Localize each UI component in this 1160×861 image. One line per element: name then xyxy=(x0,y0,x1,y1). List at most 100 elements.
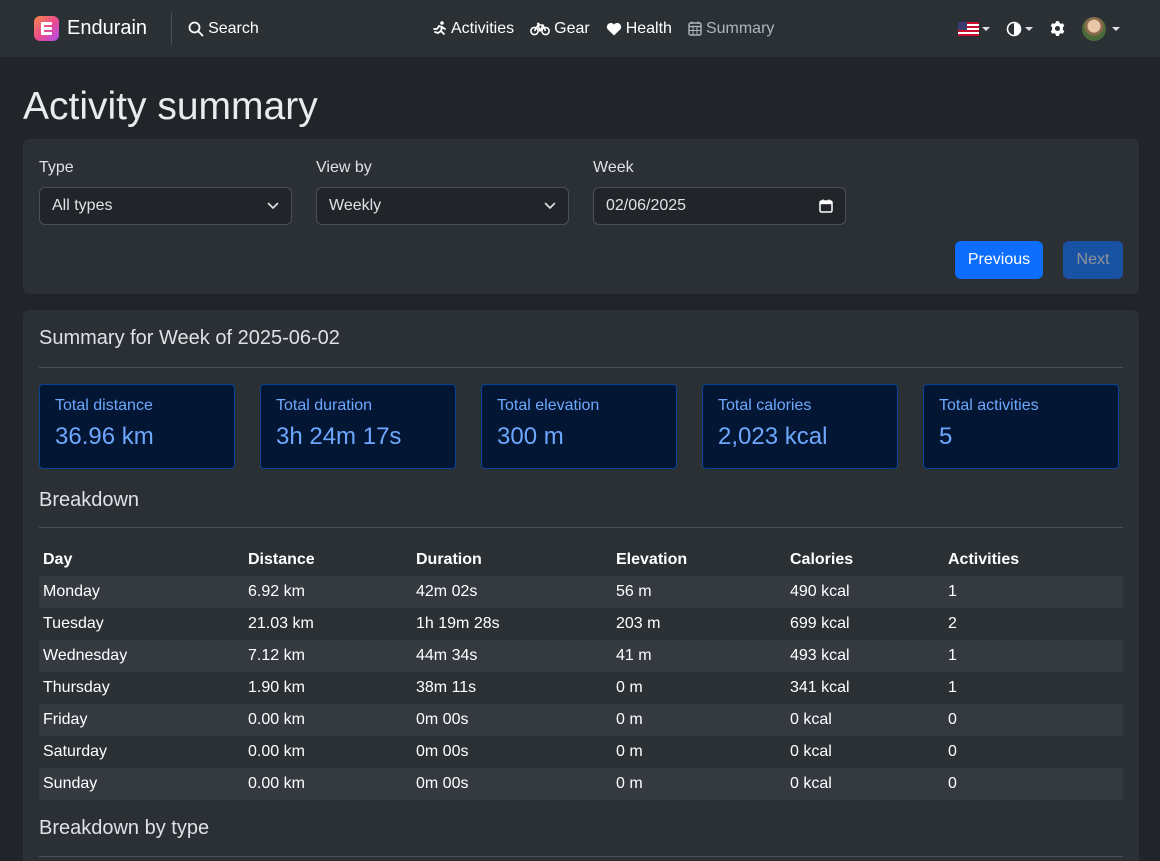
theme-dropdown[interactable] xyxy=(1006,21,1033,37)
nav-health-label: Health xyxy=(626,20,672,38)
week-field: Week 02/06/2025 xyxy=(593,159,846,225)
next-button[interactable]: Next xyxy=(1063,241,1123,279)
table-row: Sunday 0.00 km 0m 00s 0 m 0 kcal 0 xyxy=(39,768,1123,800)
table-cell: 0.00 km xyxy=(244,704,412,736)
calendar-icon xyxy=(688,21,702,36)
type-label: Type xyxy=(39,159,292,177)
table-cell: 341 kcal xyxy=(786,672,944,704)
nav-gear-label: Gear xyxy=(554,20,590,38)
table-cell: 41 m xyxy=(612,640,786,672)
card-value: 3h 24m 17s xyxy=(276,423,440,451)
view-by-select-value: Weekly xyxy=(329,197,381,215)
breakdown-title: Breakdown xyxy=(39,488,1123,512)
table-cell: 0.00 km xyxy=(244,736,412,768)
total-distance-card: Total distance 36.96 km xyxy=(39,384,235,469)
table-cell: 6.92 km xyxy=(244,576,412,608)
total-calories-card: Total calories 2,023 kcal xyxy=(702,384,898,469)
nav-activities[interactable]: Activities xyxy=(433,20,514,38)
table-cell: 56 m xyxy=(612,576,786,608)
calendar-icon[interactable] xyxy=(819,199,833,213)
column-header: Distance xyxy=(244,544,412,576)
table-cell: 0 m xyxy=(612,768,786,800)
gear-icon xyxy=(1049,20,1066,37)
summary-cards: Total distance 36.96 km Total duration 3… xyxy=(39,384,1123,469)
table-row: Friday 0.00 km 0m 00s 0 m 0 kcal 0 xyxy=(39,704,1123,736)
table-cell: 44m 34s xyxy=(412,640,612,672)
total-elevation-card: Total elevation 300 m xyxy=(481,384,677,469)
week-label: Week xyxy=(593,159,846,177)
card-value: 2,023 kcal xyxy=(718,423,882,451)
total-activities-card: Total activities 5 xyxy=(923,384,1119,469)
chevron-down-icon xyxy=(267,202,279,210)
table-row: Monday 6.92 km 42m 02s 56 m 490 kcal 1 xyxy=(39,576,1123,608)
table-cell: 21.03 km xyxy=(244,608,412,640)
chevron-down-icon xyxy=(1112,27,1120,31)
chevron-down-icon xyxy=(982,27,990,31)
nav-activities-label: Activities xyxy=(451,20,514,38)
column-header: Day xyxy=(39,544,244,576)
nav-summary[interactable]: Summary xyxy=(688,20,774,38)
card-label: Total elevation xyxy=(497,397,661,415)
search-link[interactable]: Search xyxy=(188,20,259,38)
table-cell: Tuesday xyxy=(39,608,244,640)
table-cell: Monday xyxy=(39,576,244,608)
chevron-down-icon xyxy=(544,202,556,210)
table-cell: Sunday xyxy=(39,768,244,800)
view-by-select[interactable]: Weekly xyxy=(316,187,569,225)
previous-button[interactable]: Previous xyxy=(955,241,1043,279)
nav-gear[interactable]: Gear xyxy=(530,20,590,38)
column-header: Activities xyxy=(944,544,1123,576)
view-by-label: View by xyxy=(316,159,569,177)
table-cell: 0 kcal xyxy=(786,704,944,736)
summary-divider xyxy=(39,367,1123,368)
view-by-field: View by Weekly xyxy=(316,159,569,225)
table-row: Saturday 0.00 km 0m 00s 0 m 0 kcal 0 xyxy=(39,736,1123,768)
filters-panel: Type All types View by Weekly Week 02/06… xyxy=(23,139,1139,294)
table-cell: 0m 00s xyxy=(412,736,612,768)
type-field: Type All types xyxy=(39,159,292,225)
table-cell: 1.90 km xyxy=(244,672,412,704)
table-cell: 699 kcal xyxy=(786,608,944,640)
user-menu[interactable] xyxy=(1082,17,1120,41)
table-cell: Wednesday xyxy=(39,640,244,672)
table-cell: 1h 19m 28s xyxy=(412,608,612,640)
heart-icon xyxy=(606,22,622,36)
breakdown-by-type-divider xyxy=(39,856,1123,857)
type-select[interactable]: All types xyxy=(39,187,292,225)
table-cell: 1 xyxy=(944,672,1123,704)
column-header: Duration xyxy=(412,544,612,576)
nav-health[interactable]: Health xyxy=(606,20,672,38)
table-cell: 0 xyxy=(944,736,1123,768)
running-icon xyxy=(433,21,447,37)
summary-panel: Summary for Week of 2025-06-02 Total dis… xyxy=(23,310,1139,861)
search-label: Search xyxy=(208,20,259,38)
table-cell: 0.00 km xyxy=(244,768,412,800)
language-dropdown[interactable] xyxy=(958,22,990,36)
search-icon xyxy=(188,21,204,37)
table-cell: Thursday xyxy=(39,672,244,704)
breakdown-divider xyxy=(39,527,1123,528)
settings-button[interactable] xyxy=(1049,20,1066,37)
avatar xyxy=(1082,17,1106,41)
navbar-divider xyxy=(171,13,172,45)
table-cell: Saturday xyxy=(39,736,244,768)
table-cell: 2 xyxy=(944,608,1123,640)
card-label: Total calories xyxy=(718,397,882,415)
card-value: 36.96 km xyxy=(55,423,219,451)
chevron-down-icon xyxy=(1025,27,1033,31)
table-cell: 7.12 km xyxy=(244,640,412,672)
card-value: 300 m xyxy=(497,423,661,451)
table-cell: 0 xyxy=(944,704,1123,736)
total-duration-card: Total duration 3h 24m 17s xyxy=(260,384,456,469)
nav-summary-label: Summary xyxy=(706,20,774,38)
type-select-value: All types xyxy=(52,197,112,215)
week-date-input[interactable]: 02/06/2025 xyxy=(593,187,846,225)
column-header: Elevation xyxy=(612,544,786,576)
table-cell: 1 xyxy=(944,640,1123,672)
page-title: Activity summary xyxy=(23,87,1139,126)
card-label: Total activities xyxy=(939,397,1103,415)
breakdown-table: Day Distance Duration Elevation Calories… xyxy=(39,544,1123,800)
brand[interactable]: Endurain xyxy=(34,16,147,41)
brand-name: Endurain xyxy=(67,17,147,40)
table-cell: 0m 00s xyxy=(412,704,612,736)
